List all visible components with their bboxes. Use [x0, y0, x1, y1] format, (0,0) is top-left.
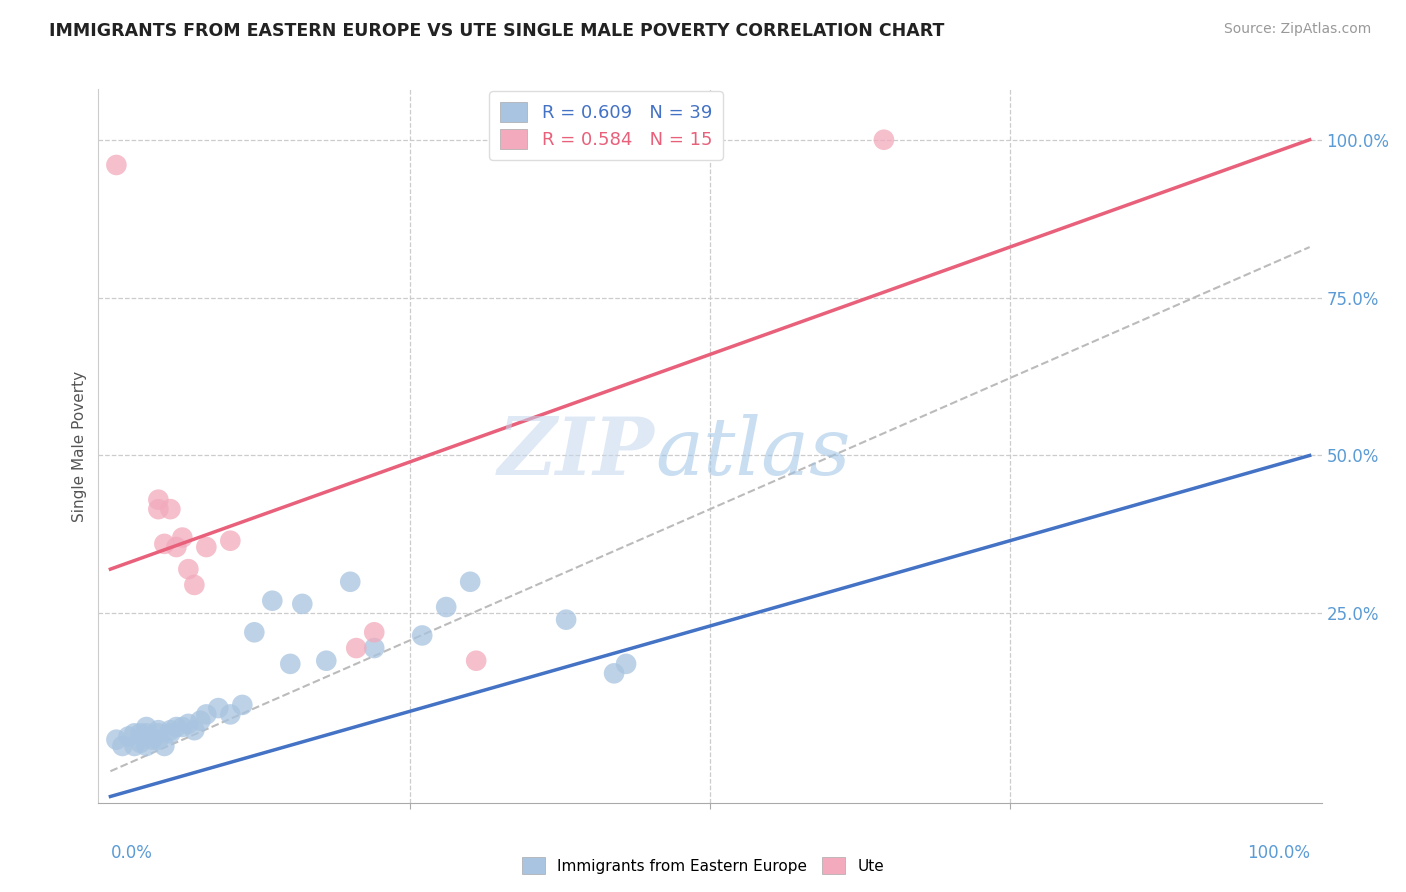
- Point: [159, 502, 181, 516]
- Point: [135, 720, 157, 734]
- Point: [195, 707, 218, 722]
- Point: [219, 533, 242, 548]
- Point: [183, 578, 205, 592]
- Point: [278, 657, 301, 671]
- Text: 0.0%: 0.0%: [111, 844, 152, 862]
- Point: [111, 739, 134, 753]
- Point: [458, 574, 481, 589]
- Point: [555, 613, 578, 627]
- Point: [165, 540, 187, 554]
- Point: [141, 732, 163, 747]
- Point: [124, 739, 146, 753]
- Point: [148, 732, 170, 747]
- Text: atlas: atlas: [655, 415, 851, 491]
- Point: [207, 701, 229, 715]
- Point: [172, 531, 194, 545]
- Point: [195, 540, 218, 554]
- Point: [148, 492, 170, 507]
- Point: [291, 597, 314, 611]
- Point: [172, 720, 194, 734]
- Point: [135, 739, 157, 753]
- Point: [465, 654, 488, 668]
- Point: [148, 502, 170, 516]
- Point: [363, 625, 385, 640]
- Point: [177, 717, 200, 731]
- Point: [243, 625, 266, 640]
- Text: ZIP: ZIP: [498, 415, 655, 491]
- Point: [411, 628, 433, 642]
- Point: [873, 133, 896, 147]
- Point: [153, 537, 176, 551]
- Point: [219, 707, 242, 722]
- Legend: Immigrants from Eastern Europe, Ute: Immigrants from Eastern Europe, Ute: [516, 851, 890, 880]
- Point: [434, 600, 457, 615]
- Point: [315, 654, 337, 668]
- Point: [188, 714, 212, 728]
- Point: [105, 158, 128, 172]
- Legend: R = 0.609   N = 39, R = 0.584   N = 15: R = 0.609 N = 39, R = 0.584 N = 15: [489, 91, 723, 160]
- Point: [117, 730, 139, 744]
- Text: Source: ZipAtlas.com: Source: ZipAtlas.com: [1223, 22, 1371, 37]
- Point: [344, 641, 367, 656]
- Y-axis label: Single Male Poverty: Single Male Poverty: [72, 370, 87, 522]
- Point: [129, 736, 152, 750]
- Point: [177, 562, 200, 576]
- Text: 100.0%: 100.0%: [1247, 844, 1309, 862]
- Text: IMMIGRANTS FROM EASTERN EUROPE VS UTE SINGLE MALE POVERTY CORRELATION CHART: IMMIGRANTS FROM EASTERN EUROPE VS UTE SI…: [49, 22, 945, 40]
- Point: [603, 666, 626, 681]
- Point: [124, 726, 146, 740]
- Point: [148, 723, 170, 738]
- Point: [148, 726, 170, 740]
- Point: [339, 574, 361, 589]
- Point: [105, 732, 128, 747]
- Point: [153, 739, 176, 753]
- Point: [614, 657, 637, 671]
- Point: [159, 723, 181, 738]
- Point: [129, 726, 152, 740]
- Point: [159, 726, 181, 740]
- Point: [165, 720, 187, 734]
- Point: [262, 593, 284, 607]
- Point: [183, 723, 205, 738]
- Point: [231, 698, 253, 712]
- Point: [135, 726, 157, 740]
- Point: [363, 641, 385, 656]
